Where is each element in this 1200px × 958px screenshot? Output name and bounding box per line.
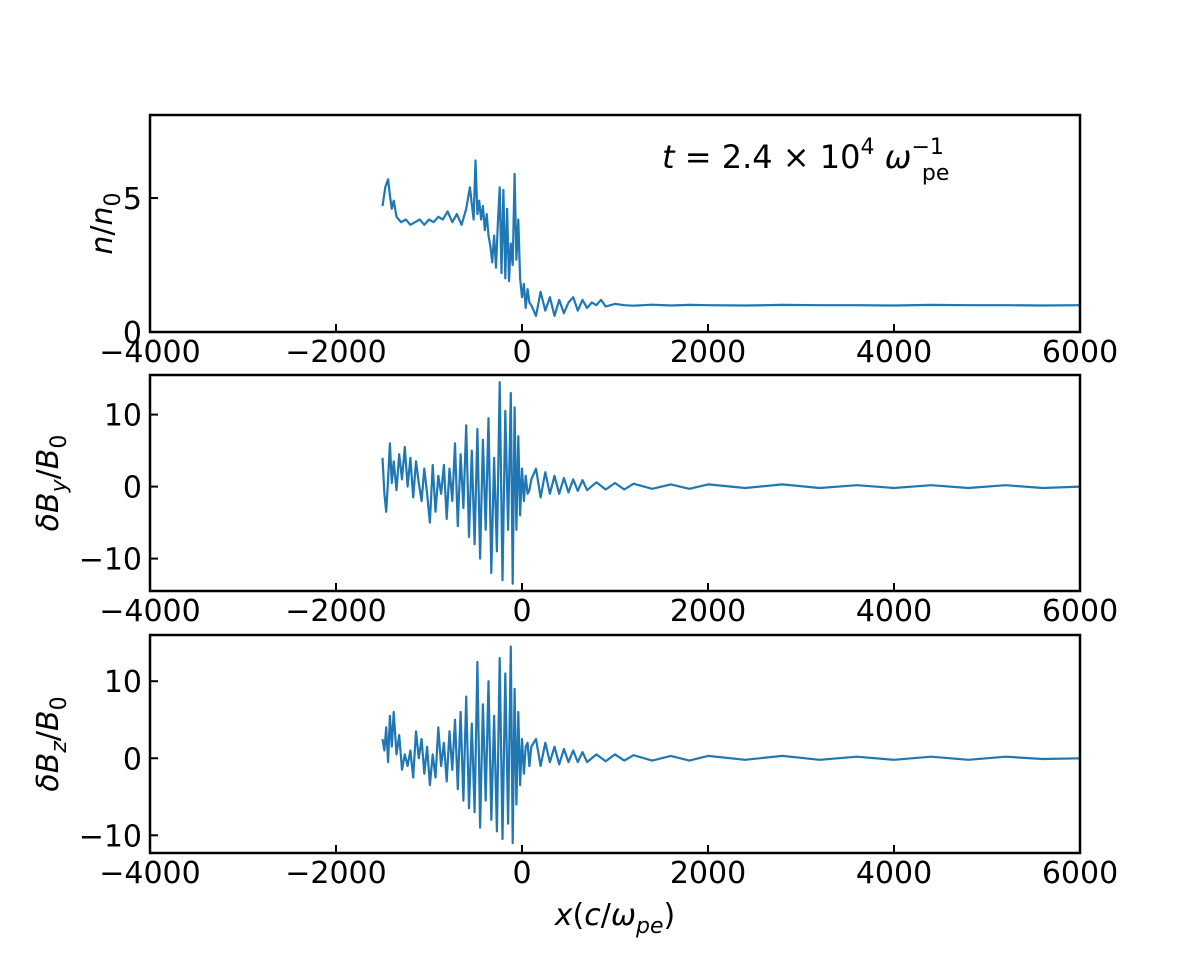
density-x-tick-label: 6000 <box>1042 335 1118 370</box>
dBy-axes-frame <box>148 373 1082 593</box>
dBy-x-tick-label: 2000 <box>670 594 746 629</box>
dBz-x-tick-label: −2000 <box>285 856 386 891</box>
panel-dBz: −4000 −2000 0 2000 4000 6000 −10 0 10 δBz/B0 <box>31 633 1118 891</box>
density-axes-frame <box>148 113 1082 334</box>
dBy-x-tick-label: 4000 <box>856 594 932 629</box>
dBy-x-tick-label: −2000 <box>285 594 386 629</box>
density-y-axis-label: n/n0 <box>85 192 126 254</box>
dBz-x-tick-label: −4000 <box>99 856 200 891</box>
dBz-x-tick-label: 2000 <box>670 856 746 891</box>
dBz-y-tick-label: −10 <box>79 819 142 854</box>
x-axis-label: x(c/ωpe) <box>554 898 675 939</box>
time-annotation: t = 2.4 × 104 ω−1 pe <box>662 135 949 186</box>
dBz-series-line <box>381 645 1081 845</box>
dBz-x-tick-label: 6000 <box>1042 856 1118 891</box>
dBz-x-tick-label: 4000 <box>856 856 932 891</box>
density-y-tick-label: 5 <box>123 182 142 217</box>
dBz-x-tick-label: 0 <box>512 856 531 891</box>
dBy-y-axis-label: δBy/B0 <box>31 435 72 532</box>
density-x-tick-label: −4000 <box>99 335 200 370</box>
dBz-y-tick-label: 10 <box>104 665 142 700</box>
density-x-tick-label: −2000 <box>285 335 386 370</box>
dBy-series-line <box>381 381 1081 585</box>
density-x-tick-label: 2000 <box>670 335 746 370</box>
density-x-tick-label: 4000 <box>856 335 932 370</box>
density-x-tick-label: 0 <box>512 335 531 370</box>
panel-density: −4000 −2000 0 2000 4000 6000 0 5n/n0 <box>85 113 1118 370</box>
density-series-line <box>381 159 1081 317</box>
dBy-x-tick-label: −4000 <box>99 594 200 629</box>
panel-dBy: −4000 −2000 0 2000 4000 6000 −10 0 10 δBy/B0 <box>31 373 1118 629</box>
dBy-x-tick-label: 0 <box>512 594 531 629</box>
dBz-y-axis-label: δBz/B0 <box>31 696 72 791</box>
panels: −4000 −2000 0 2000 4000 6000 0 5n/n0 −4000 −2000 0… <box>31 113 1118 891</box>
dBy-y-tick-label: 10 <box>104 399 142 434</box>
dBy-y-tick-label: 0 <box>123 471 142 506</box>
dBy-y-tick-label: −10 <box>79 543 142 578</box>
dBz-axes-frame <box>148 633 1082 855</box>
dBy-x-tick-label: 6000 <box>1042 594 1118 629</box>
dBz-y-tick-label: 0 <box>123 742 142 777</box>
density-y-tick-label: 0 <box>123 316 142 351</box>
